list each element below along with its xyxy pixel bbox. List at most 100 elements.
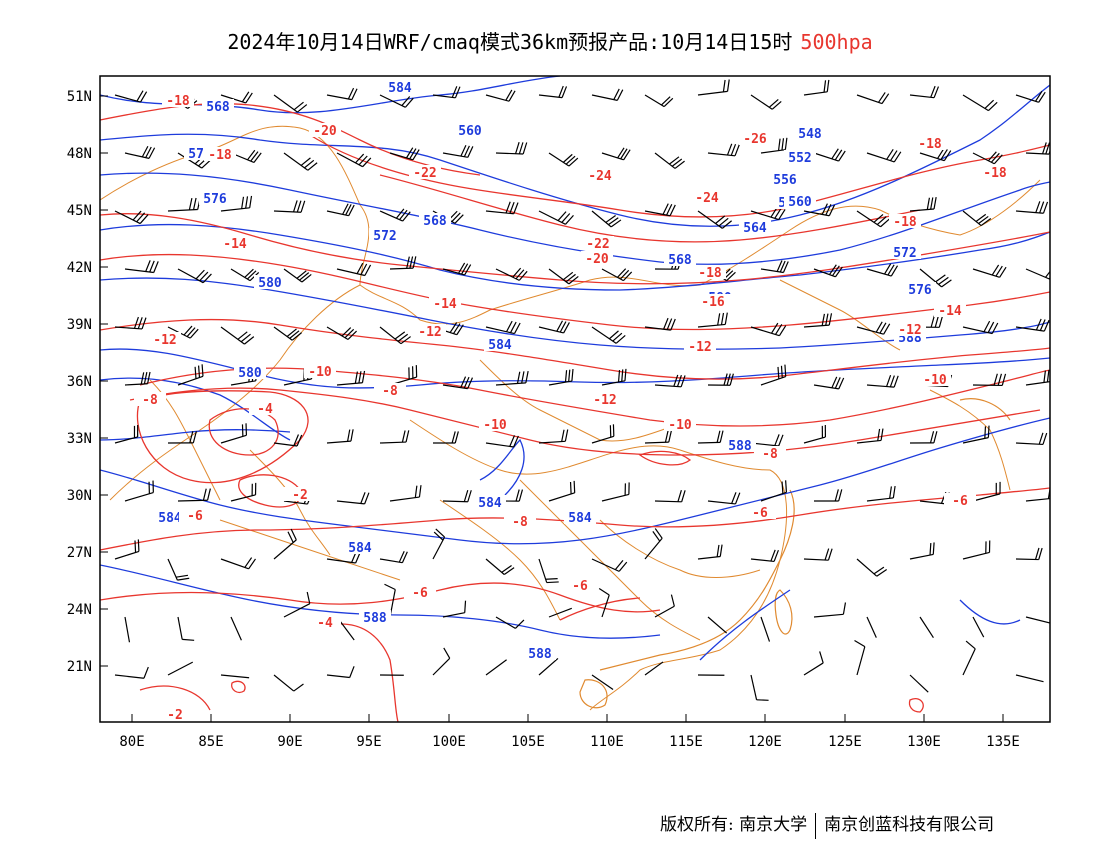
lon-label: 130E [907,734,941,750]
wind-barb [326,326,358,340]
wind-barb [220,91,253,104]
wind-barb [538,429,569,444]
wind-barb [962,640,976,676]
wind-barb [854,640,866,676]
temperature-contour-label: -14 [938,304,962,319]
wind-barb [379,326,411,345]
wind-barb [962,320,999,335]
lon-label: 110E [590,734,624,750]
map-title: 2024年10月14日WRF/cmaq模式36km预报产品:10月14日15时 5… [0,26,1100,55]
height-contour-label: 584 [158,511,182,526]
temperature-contour-label-bg [204,147,236,161]
wind-barb [598,587,610,618]
wind-barb [972,264,1007,278]
temperature-contour-label: -18 [983,166,1007,181]
temperature-contour-label: -12 [688,340,711,355]
wind-barb [326,87,358,101]
temperature-contour-label-bg [429,296,461,310]
wind-barb [1015,90,1046,103]
height-contour-label-bg [419,213,451,227]
wind-barb [750,322,787,337]
wind-barb [813,376,845,390]
longitude-axis: 80E 85E 90E 95E 100E 105E 110E 115E 120E… [119,714,1020,750]
lon-label: 95E [356,734,381,750]
temperature-contour-label: -6 [187,509,203,524]
wind-barb [442,144,474,158]
lon-label: 125E [828,734,862,750]
temperature-contour-label-bg [581,251,613,265]
height-contour-label-bg [369,228,401,242]
wind-barb [972,481,1001,502]
height-contour-label-bg [254,275,286,289]
wind-barb [220,674,250,679]
height-contour-label: 548 [798,127,822,142]
wind-barb [220,195,253,212]
temperature-contour-label: -22 [586,237,609,252]
lon-label: 90E [277,734,302,750]
wind-barb [962,210,992,227]
wind-barb [326,203,355,217]
wind-barb [644,94,674,108]
wind-barb [326,429,354,444]
wind-barb [760,616,771,642]
temperature-contour-label: -10 [308,365,332,380]
height-contour-label-bg [739,220,771,234]
wind-barb [1015,432,1048,446]
temperature-contour-label-bg [219,236,251,250]
wind-barb [803,425,827,444]
wind-barb [813,264,843,278]
wind-barb [230,482,257,502]
height-contour-label: 588 [528,647,552,662]
temperature-contour-label-bg [944,493,976,507]
lat-label: 27N [67,545,92,561]
temperature-contour-label: -10 [923,373,947,388]
wind-barb [114,210,149,225]
wind-barb [548,268,579,285]
wind-barb [909,674,929,693]
lat-label: 21N [67,659,92,675]
lat-label: 39N [67,317,92,333]
wind-barb [760,260,789,274]
wind-barb [644,528,663,560]
wind-barb [114,316,147,330]
temperature-contour-label-bg [919,372,951,386]
temperature-contour-label-bg [914,136,946,150]
wind-barb [389,485,422,502]
wind-barb [644,661,664,676]
temperature-contour-label: -16 [701,295,725,310]
wind-barb [273,200,306,213]
temperature-contour-label-bg [582,236,614,250]
wind-barb [707,373,734,386]
wind-barb [962,425,990,444]
wind-barb [167,661,194,676]
temperature-contour-label-bg [249,401,281,415]
wind-barb [856,321,891,335]
wind-barb [803,548,833,561]
wind-barb [495,371,529,386]
wind-barb [750,549,779,563]
pressure-level-label: 500hpa [800,30,873,54]
temperature-contour-label-bg [684,339,716,353]
height-contour-label: 576 [908,283,932,298]
height-contour-label: 584 [388,81,412,96]
temperature-contour-label-bg [409,165,441,179]
wind-barb [1015,547,1043,561]
wind-barb [866,375,899,388]
temperature-contour-label-bg [284,487,316,501]
wind-barb [644,430,673,444]
wind-barb [220,423,248,444]
wind-barb [919,268,952,288]
height-contour-label: 568 [423,214,447,229]
temperature-contour-label: -14 [433,297,457,312]
wind-barb [432,86,461,99]
temperature-contour-labels: -18-18-20-22-24-24-22-20-26-18-18-18-16-… [134,93,1011,722]
temperature-contour-label: -12 [593,393,616,408]
wind-barb [856,558,888,577]
wind-barb [919,148,952,162]
temperature-contour-label-bg [414,324,446,338]
temperature-contour-label: -6 [572,579,588,594]
company-name: 南京创蓝科技有限公司 [824,815,995,835]
lon-label: 85E [198,734,223,750]
wind-barb [591,88,624,101]
